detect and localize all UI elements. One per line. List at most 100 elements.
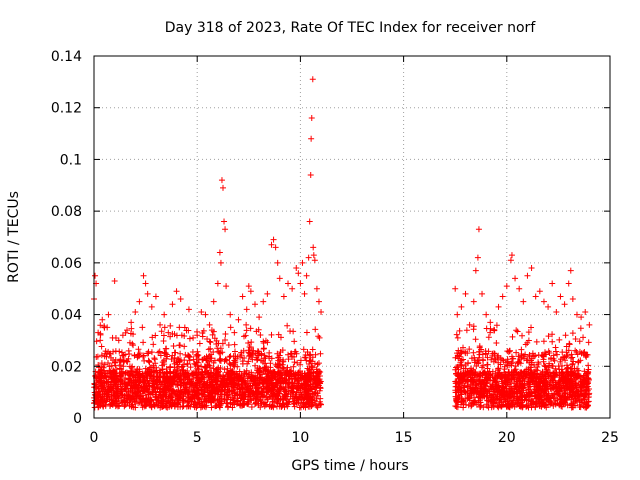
data-point [171, 354, 178, 361]
data-point [97, 322, 104, 329]
data-point [199, 402, 206, 409]
data-point [585, 339, 592, 346]
data-point [513, 349, 520, 356]
data-point [170, 343, 177, 350]
data-point [257, 404, 264, 411]
chart-title: Day 318 of 2023, Rate Of TEC Index for r… [165, 20, 537, 36]
data-point [267, 386, 274, 393]
data-point [179, 403, 186, 410]
data-point [229, 368, 236, 375]
y-tick-label: 0 [73, 411, 82, 427]
data-point [215, 348, 222, 355]
data-point [229, 387, 236, 394]
data-point [193, 372, 200, 379]
data-point [96, 379, 103, 386]
data-point [104, 378, 111, 385]
data-point [252, 372, 259, 379]
data-point [247, 325, 254, 332]
data-point [112, 362, 119, 369]
data-point [222, 226, 229, 233]
data-point [530, 381, 537, 388]
data-point [487, 319, 494, 326]
data-point [460, 344, 467, 351]
x-tick-label: 15 [395, 430, 413, 446]
data-point [194, 388, 201, 395]
data-point [102, 373, 109, 380]
data-point [536, 288, 543, 295]
data-point [197, 404, 204, 411]
data-point [216, 249, 223, 256]
data-point [279, 347, 286, 354]
data-point [198, 308, 205, 315]
data-point [97, 337, 104, 344]
data-point [193, 392, 200, 399]
data-point [271, 399, 278, 406]
data-point [136, 353, 143, 360]
data-point [116, 402, 123, 409]
data-point [190, 356, 197, 363]
data-point [209, 372, 216, 379]
data-point [307, 394, 314, 401]
data-point [507, 257, 514, 264]
data-point [98, 374, 105, 381]
data-point [227, 324, 234, 331]
data-point [221, 366, 228, 373]
data-point [285, 383, 292, 390]
data-point [545, 303, 552, 310]
x-axis-label: GPS time / hours [291, 458, 408, 474]
data-point [458, 362, 465, 369]
data-point [195, 366, 202, 373]
data-point [142, 280, 149, 287]
data-point [151, 355, 158, 362]
data-point [185, 306, 192, 313]
data-point [484, 388, 491, 395]
data-point [98, 352, 105, 359]
data-point [291, 338, 298, 345]
data-point [154, 402, 161, 409]
data-point [165, 329, 172, 336]
data-point [140, 339, 147, 346]
data-point [585, 398, 592, 405]
data-point [115, 395, 122, 402]
data-point [524, 272, 531, 279]
data-point [91, 381, 98, 388]
data-point [245, 339, 252, 346]
data-point [567, 267, 574, 274]
data-point [171, 403, 178, 410]
data-point [466, 397, 473, 404]
data-point [303, 329, 310, 336]
data-point [140, 272, 147, 279]
data-point [540, 298, 547, 305]
data-point [312, 351, 319, 358]
data-point [562, 395, 569, 402]
data-point [493, 381, 500, 388]
data-point [297, 371, 304, 378]
data-point [220, 373, 227, 380]
data-point [97, 370, 104, 377]
data-point [280, 386, 287, 393]
data-point [179, 388, 186, 395]
data-point [470, 323, 477, 330]
data-point [464, 360, 471, 367]
data-point [491, 378, 498, 385]
data-point [514, 399, 521, 406]
data-point [472, 336, 479, 343]
data-point [567, 377, 574, 384]
data-point [515, 358, 522, 365]
data-point [480, 378, 487, 385]
data-point [538, 376, 545, 383]
data-point [306, 218, 313, 225]
data-point [100, 386, 107, 393]
data-point [313, 285, 320, 292]
data-point [211, 389, 218, 396]
data-point [463, 327, 470, 334]
y-tick-label: 0.04 [51, 308, 82, 324]
data-point [158, 381, 165, 388]
data-point [206, 321, 213, 328]
data-point [264, 290, 271, 297]
data-point [255, 398, 262, 405]
data-point [219, 349, 226, 356]
data-point [180, 367, 187, 374]
data-point [227, 373, 234, 380]
data-point [309, 346, 316, 353]
